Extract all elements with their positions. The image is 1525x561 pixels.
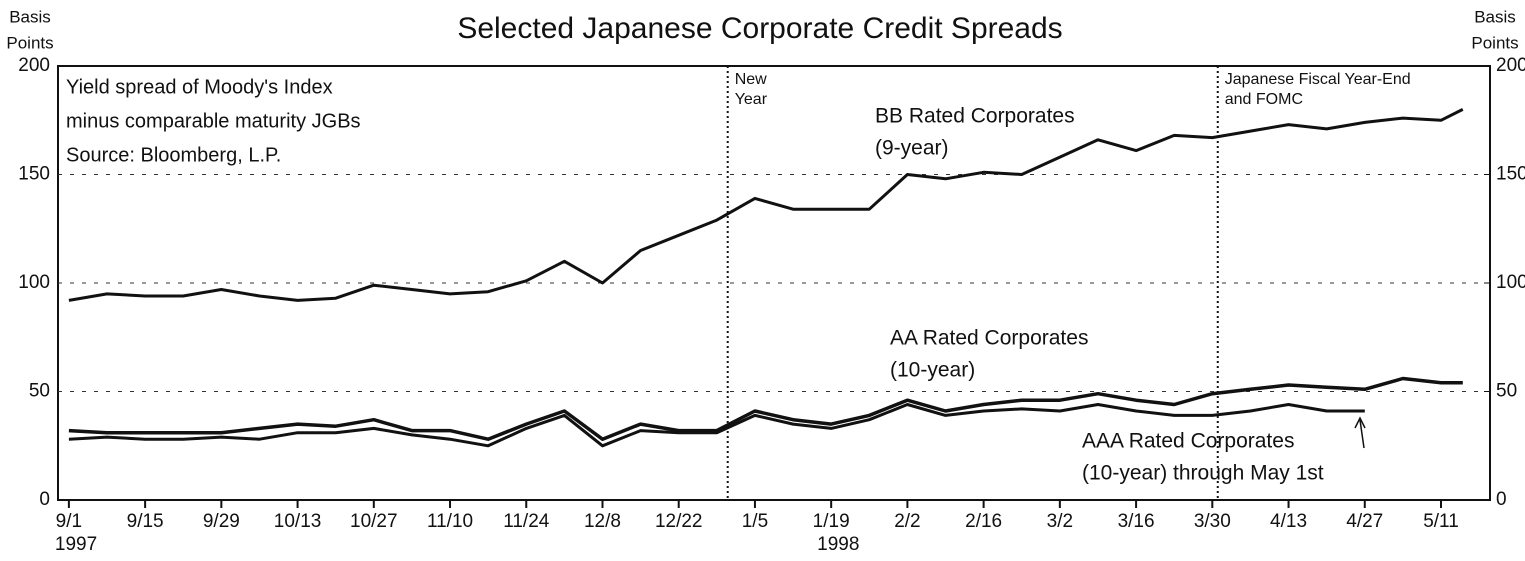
arrow-head bbox=[1354, 416, 1366, 429]
y2-tick-label: 150 bbox=[1496, 164, 1525, 185]
y-label: Points bbox=[6, 33, 53, 52]
y2-tick-label: 0 bbox=[1496, 489, 1507, 510]
x-tick-label: 4/13 bbox=[1270, 511, 1307, 532]
x-tick-label: 5/11 bbox=[1423, 511, 1459, 532]
x-tick-label: 10/13 bbox=[274, 511, 322, 532]
x-tick-label: 10/27 bbox=[350, 511, 398, 532]
series-detail: (10-year) through May 1st bbox=[1082, 462, 1324, 485]
x-tick-label: 1/19 bbox=[813, 511, 850, 532]
series-line bbox=[68, 108, 1464, 302]
x-tick-label: 2/2 bbox=[894, 511, 920, 532]
series-label: AA Rated Corporates bbox=[890, 327, 1088, 350]
x-tick-label: 2/16 bbox=[965, 511, 1002, 532]
series-detail: (10-year) bbox=[890, 359, 975, 382]
x-tick-label: 3/30 bbox=[1194, 511, 1231, 532]
series-line bbox=[68, 403, 1365, 448]
y2-label: Points bbox=[1471, 33, 1518, 52]
event-label: New bbox=[735, 71, 767, 88]
series-line bbox=[68, 376, 1463, 441]
x-tick-label: 11/24 bbox=[503, 511, 550, 532]
x-tick-label: 4/27 bbox=[1346, 511, 1383, 532]
x-tick-label: 3/16 bbox=[1118, 511, 1155, 532]
y-tick-label: 50 bbox=[29, 381, 50, 402]
y-label: Basis bbox=[9, 7, 51, 26]
y-tick-label: 0 bbox=[39, 489, 50, 510]
x-tick-label: 9/29 bbox=[203, 511, 240, 532]
x-tick-label: 11/10 bbox=[427, 511, 473, 532]
note: Source: Bloomberg, L.P. bbox=[66, 144, 281, 166]
y-tick-label: 150 bbox=[18, 164, 50, 185]
x-tick-label: 12/8 bbox=[584, 511, 621, 532]
x-tick-label: 3/2 bbox=[1047, 511, 1073, 532]
series-label: AAA Rated Corporates bbox=[1082, 430, 1294, 453]
note: minus comparable maturity JGBs bbox=[66, 110, 361, 132]
year-label: 1998 bbox=[817, 534, 859, 555]
arrow bbox=[1359, 419, 1365, 449]
y-tick-label: 200 bbox=[18, 55, 50, 76]
y2-label: Basis bbox=[1474, 7, 1516, 26]
y2-tick-label: 50 bbox=[1496, 381, 1517, 402]
x-tick-label: 9/1 bbox=[56, 511, 82, 532]
y2-tick-label: 200 bbox=[1496, 55, 1525, 76]
x-tick-label: 9/15 bbox=[127, 511, 164, 532]
event-label: Japanese Fiscal Year-End bbox=[1225, 71, 1411, 88]
series-detail: (9-year) bbox=[875, 137, 949, 160]
chart-title: Selected Japanese Corporate Credit Sprea… bbox=[457, 12, 1062, 45]
x-tick-label: 1/5 bbox=[742, 511, 768, 532]
x-tick-label: 12/22 bbox=[655, 511, 703, 532]
event-label: Year bbox=[735, 91, 768, 108]
note: Yield spread of Moody's Index bbox=[66, 76, 333, 98]
event-label: and FOMC bbox=[1225, 91, 1303, 108]
y-tick-label: 100 bbox=[18, 272, 50, 293]
year-label: 1997 bbox=[55, 534, 97, 555]
series-label: BB Rated Corporates bbox=[875, 105, 1075, 128]
y2-tick-label: 100 bbox=[1496, 272, 1525, 293]
